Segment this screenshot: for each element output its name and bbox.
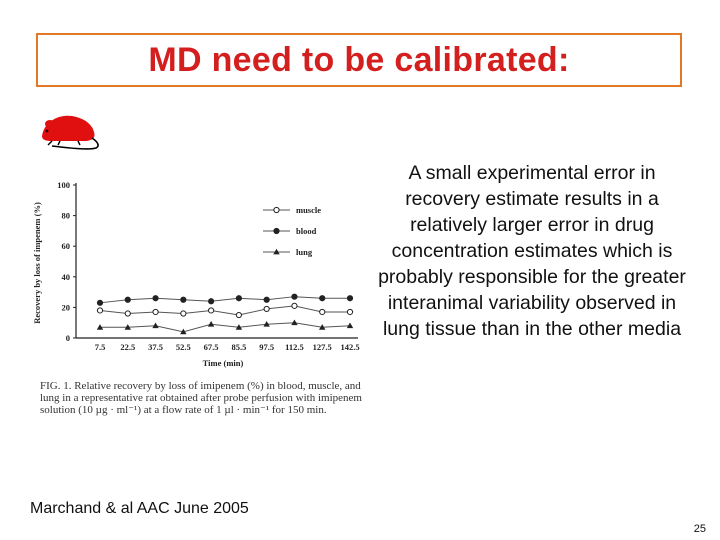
- point-muscle: [346, 308, 354, 316]
- legend-label-blood: blood: [296, 226, 317, 236]
- legend-label-muscle: muscle: [296, 205, 321, 215]
- y-tick-label: 80: [62, 211, 71, 221]
- x-tick-label: 127.5: [313, 342, 332, 352]
- point-muscle: [263, 305, 270, 313]
- x-tick-label: 7.5: [95, 342, 106, 352]
- point-lung: [263, 321, 270, 327]
- rat-icon: [38, 110, 102, 152]
- slide-title: MD need to be calibrated:: [148, 40, 570, 79]
- point-muscle: [291, 302, 298, 309]
- point-muscle: [235, 311, 242, 319]
- point-muscle: [180, 310, 187, 317]
- y-tick-label: 60: [62, 241, 71, 251]
- point-blood: [263, 296, 270, 303]
- point-blood: [96, 299, 104, 306]
- point-lung: [124, 324, 131, 330]
- y-axis-label: Recovery by loss of impenem (%): [32, 202, 42, 324]
- point-lung: [152, 322, 159, 329]
- x-tick-label: 142.5: [340, 342, 359, 352]
- x-axis-label: Time (min): [203, 358, 244, 368]
- page-number: 25: [693, 523, 706, 535]
- x-tick-label: 37.5: [148, 342, 163, 352]
- series-line-blood: [99, 296, 350, 304]
- y-tick-label: 100: [57, 180, 70, 190]
- x-tick-label: 22.5: [120, 342, 135, 352]
- point-lung: [96, 324, 104, 330]
- x-tick-label: 97.5: [259, 342, 274, 352]
- point-muscle: [96, 307, 104, 314]
- title-frame: MD need to be calibrated:: [36, 33, 682, 87]
- point-blood: [319, 295, 326, 302]
- series-line-muscle: [99, 305, 350, 316]
- point-muscle: [208, 307, 215, 314]
- point-muscle: [319, 308, 326, 316]
- point-lung: [291, 319, 298, 326]
- y-tick-label: 40: [62, 272, 71, 282]
- recovery-chart: 0 20 40 60 80 100 7.5 22.5 37.5 52.5 67.5 85.5 97.5 1…: [28, 168, 368, 438]
- legend-label-lung: lung: [296, 247, 313, 257]
- point-blood: [291, 293, 298, 300]
- point-lung: [207, 321, 215, 327]
- x-tick-label: 112.5: [285, 342, 304, 352]
- y-tick-label: 0: [66, 333, 70, 343]
- point-lung: [180, 328, 187, 335]
- legend-marker-lung: [273, 248, 280, 255]
- point-muscle: [152, 308, 159, 316]
- point-blood: [152, 295, 159, 302]
- series-line-lung: [100, 322, 351, 333]
- body-paragraph: A small experimental error in recovery e…: [378, 162, 686, 340]
- point-lung: [346, 322, 354, 329]
- point-blood: [124, 296, 131, 303]
- point-blood: [346, 295, 354, 302]
- x-tick-label: 52.5: [176, 342, 191, 352]
- x-tick-label: 67.5: [204, 342, 219, 352]
- point-blood: [235, 295, 242, 302]
- citation: Marchand & al AAC June 2005: [30, 500, 249, 517]
- figure-caption: FIG. 1. Relative recovery by loss of imi…: [40, 380, 362, 416]
- legend-marker-muscle: [273, 206, 280, 214]
- legend-marker-blood: [273, 227, 280, 235]
- point-lung: [235, 324, 243, 330]
- point-muscle: [124, 310, 131, 317]
- point-lung: [319, 324, 326, 330]
- point-blood: [208, 298, 215, 305]
- y-tick-label: 20: [62, 302, 71, 312]
- x-tick-label: 85.5: [231, 342, 246, 352]
- point-blood: [180, 296, 187, 303]
